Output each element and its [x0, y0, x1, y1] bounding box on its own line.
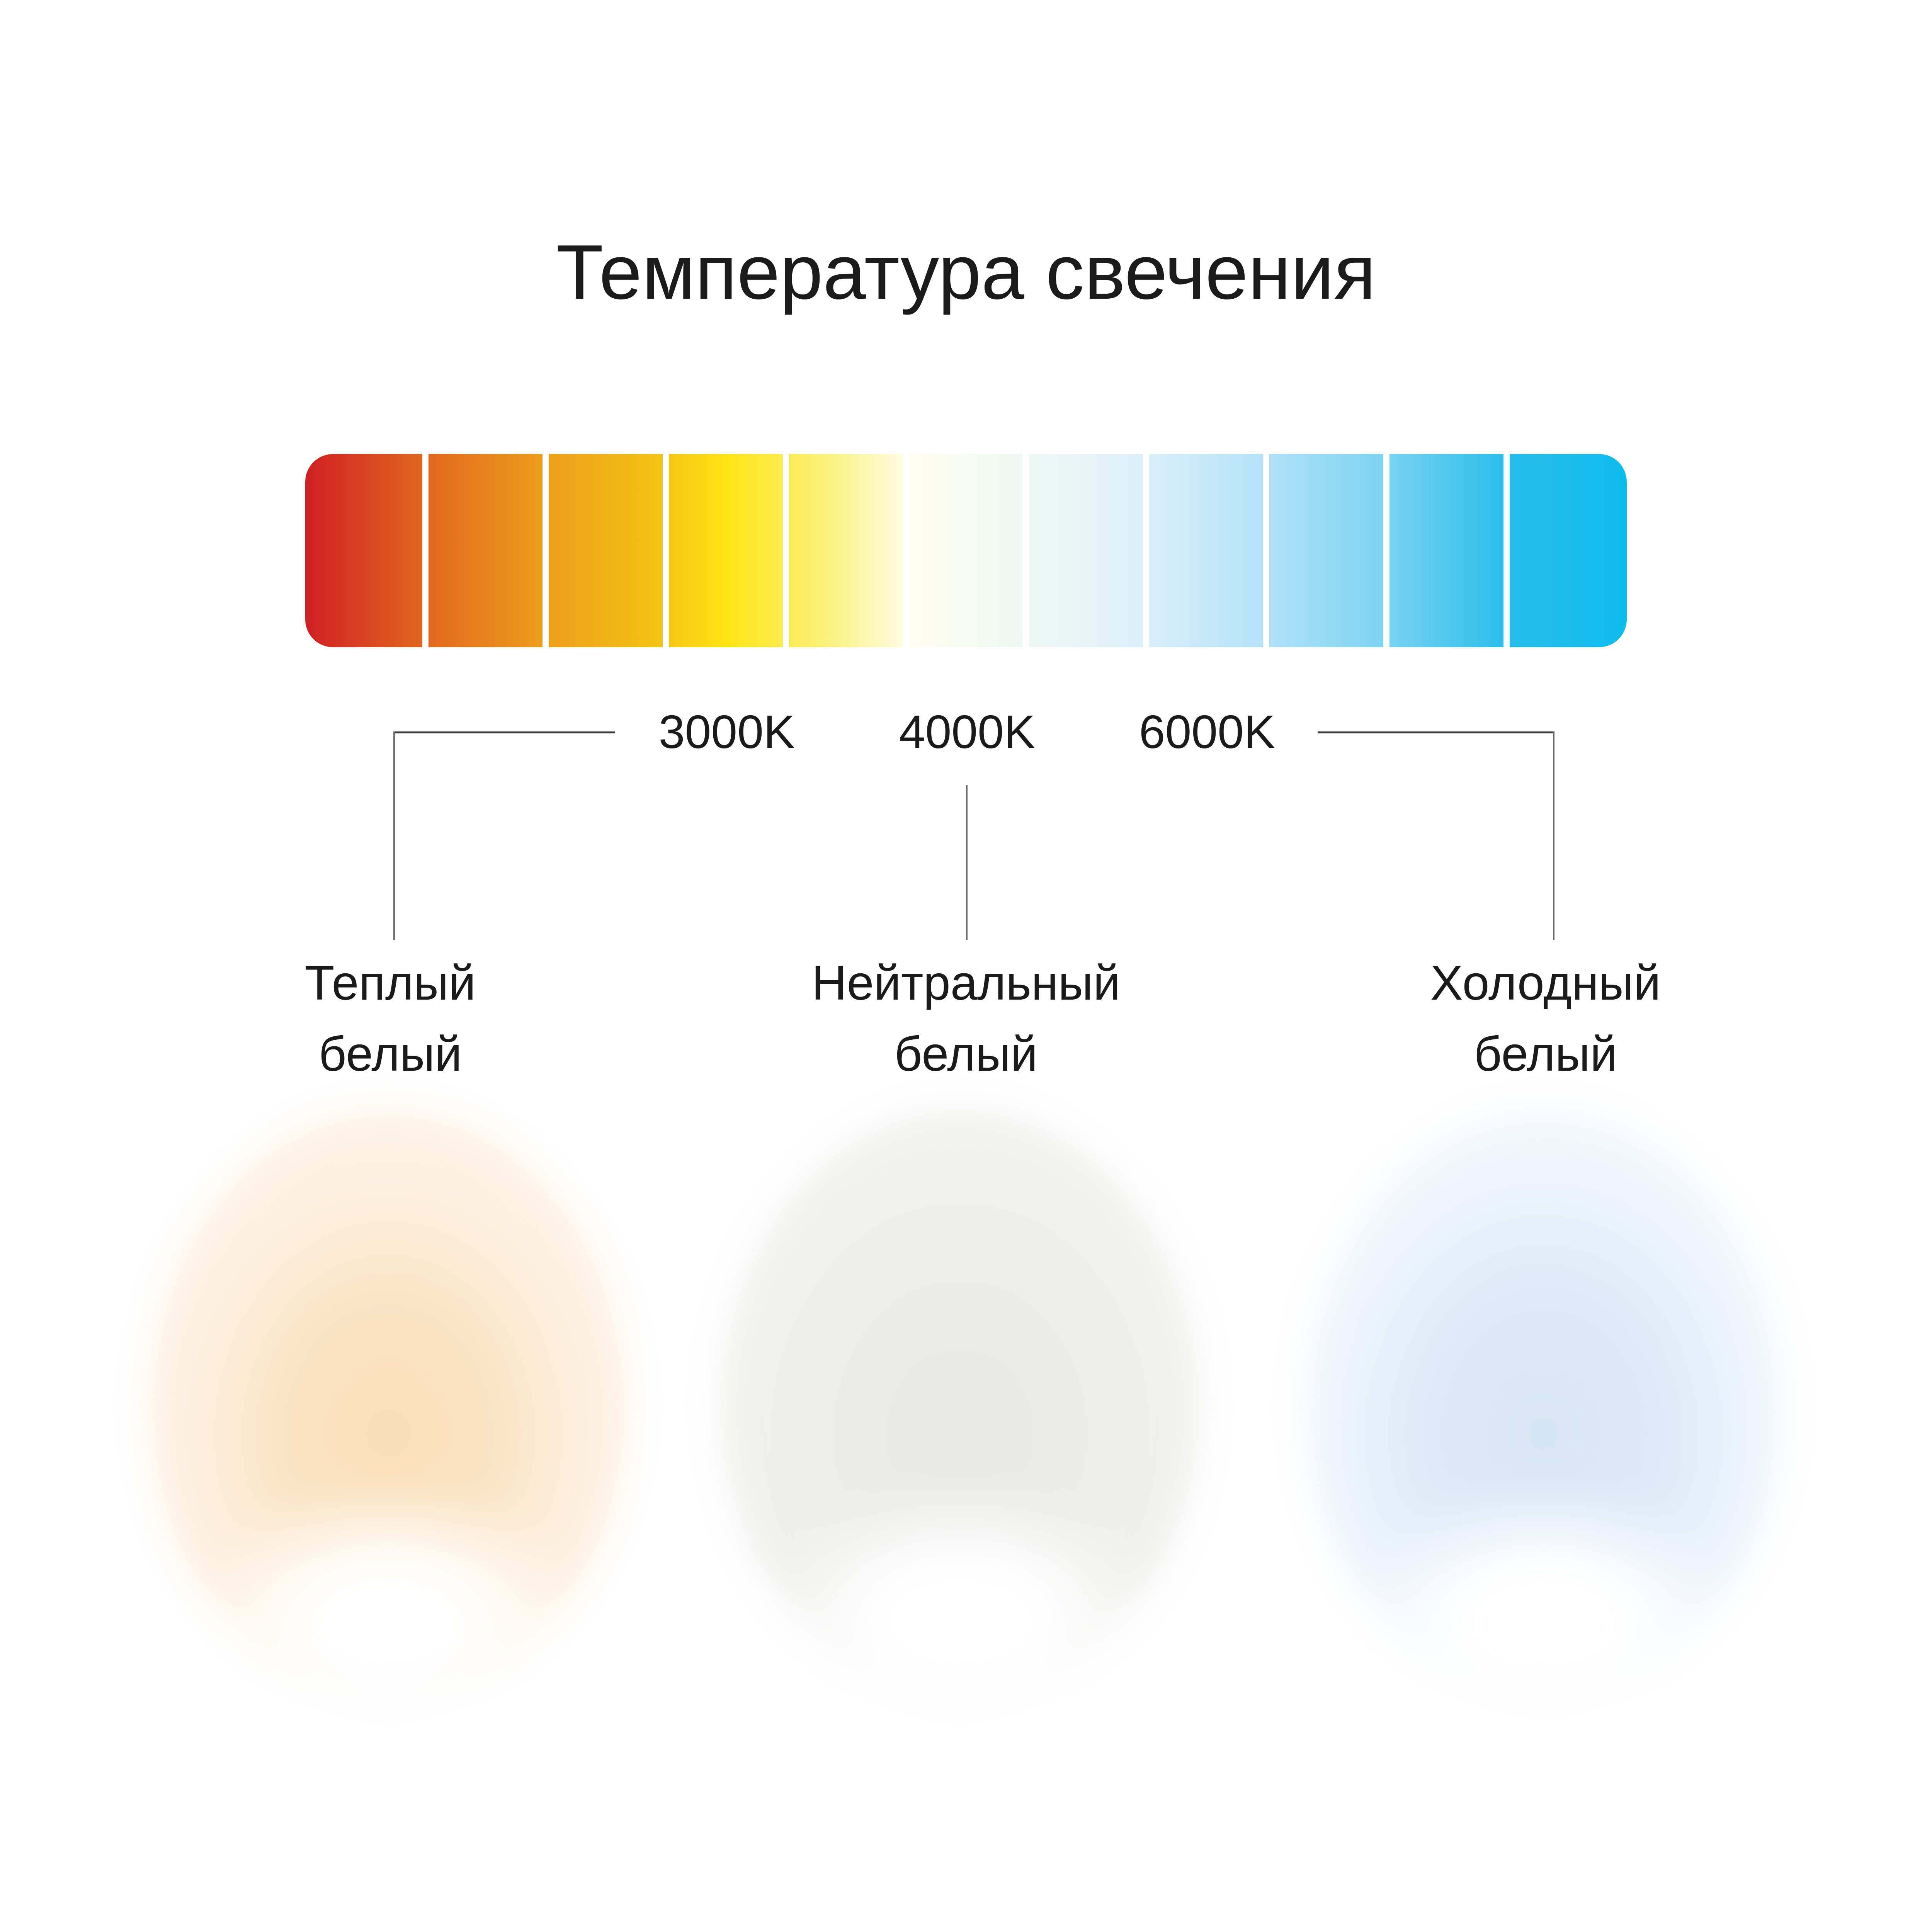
label-warm-white: Теплый белый: [305, 947, 476, 1090]
page-title: Температура свечения: [556, 229, 1376, 315]
tick-label-6000k: 6000K: [1139, 706, 1276, 758]
bar-segment-divider: [1143, 454, 1150, 647]
label-cold-white: Холодный белый: [1430, 947, 1661, 1090]
bar-segment-divider: [542, 454, 549, 647]
bar-segment-divider: [1263, 454, 1270, 647]
bar-segment-divider: [1383, 454, 1390, 647]
tick-label-3000k: 3000K: [658, 706, 795, 758]
connector-line-neutral-vertical: [966, 785, 968, 940]
warm-white-glow: [149, 1109, 628, 1700]
neutral-white-glow: [721, 1109, 1200, 1700]
connector-line-warm-horizontal: [394, 731, 615, 733]
bar-segment-divider: [782, 454, 789, 647]
bar-segment-divider: [1023, 454, 1029, 647]
label-warm-white-line1: Теплый: [304, 956, 476, 1010]
bar-segment-divider: [662, 454, 669, 647]
label-neutral-white: Нейтральный белый: [811, 947, 1120, 1090]
label-cold-white-line1: Холодный: [1430, 956, 1661, 1010]
label-warm-white-line2: белый: [318, 1026, 462, 1081]
connector-line-cold-horizontal: [1318, 731, 1554, 733]
label-cold-white-line2: белый: [1474, 1026, 1617, 1081]
bar-segment-divider: [1503, 454, 1510, 647]
tick-label-4000k: 4000K: [899, 706, 1036, 758]
label-neutral-white-line2: белый: [894, 1026, 1038, 1081]
connector-line-cold-vertical: [1553, 731, 1554, 940]
bar-segment-divider: [903, 454, 909, 647]
cold-white-glow: [1304, 1109, 1783, 1700]
label-neutral-white-line1: Нейтральный: [811, 956, 1121, 1010]
connector-line-warm-vertical: [393, 731, 395, 940]
bar-segment-divider: [422, 454, 429, 647]
temperature-gradient-bar: [305, 454, 1627, 647]
